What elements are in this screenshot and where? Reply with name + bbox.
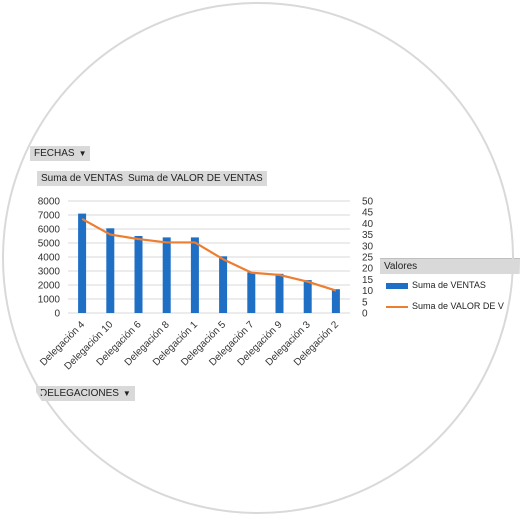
y-right-tick-label: 20: [362, 264, 374, 275]
bar: [134, 236, 143, 313]
legend-label: Suma de VENTAS: [412, 280, 486, 290]
y-right-tick-label: 45: [362, 208, 374, 219]
bar: [331, 289, 340, 313]
y-right-tick-label: 15: [362, 275, 374, 286]
y-right-tick-label: 35: [362, 230, 374, 241]
line-path: [81, 217, 337, 292]
gridlines: [68, 200, 350, 314]
line-swatch-icon: [386, 305, 408, 308]
left-axis-ticks: 0 1000 2000 3000 4000 5000 6000 7000 8000: [38, 197, 61, 320]
y-left-tick-label: 7000: [38, 211, 61, 222]
y-left-tick-label: 0: [54, 309, 60, 320]
value-field-button-ventas[interactable]: Suma de VENTAS: [37, 171, 128, 186]
y-left-tick-label: 1000: [38, 295, 61, 306]
value-field-button-valor[interactable]: Suma de VALOR DE VENTAS: [124, 171, 267, 186]
value-field-label: Suma de VENTAS: [41, 173, 124, 184]
bar: [190, 237, 199, 313]
delegaciones-filter-button[interactable]: DELEGACIONES ▼: [36, 386, 135, 401]
y-left-tick-label: 4000: [38, 253, 61, 264]
y-right-tick-label: 25: [362, 253, 374, 264]
y-right-tick-label: 5: [362, 297, 368, 308]
fechas-filter-button[interactable]: FECHAS ▼: [30, 146, 91, 161]
legend-item-ventas[interactable]: Suma de VENTAS: [386, 280, 486, 290]
y-left-tick-label: 6000: [38, 225, 61, 236]
line-series: [81, 217, 337, 292]
triangle-down-icon: ▼: [122, 389, 131, 398]
bar: [106, 228, 115, 313]
y-right-tick-label: 0: [362, 309, 368, 320]
legend: Valores Suma de VENTAS Suma de VALOR DE …: [380, 258, 520, 331]
bar: [247, 272, 256, 313]
triangle-down-icon: ▼: [78, 149, 87, 158]
bar: [275, 273, 284, 313]
fechas-filter-label: FECHAS: [34, 148, 75, 159]
legend-item-valor[interactable]: Suma de VALOR DE V: [386, 301, 504, 311]
y-right-tick-label: 40: [362, 219, 374, 230]
bar-series: [78, 213, 340, 313]
y-right-tick-label: 30: [362, 241, 374, 252]
y-right-tick-label: 50: [362, 197, 374, 208]
bar: [162, 237, 171, 313]
bar: [219, 256, 228, 313]
y-left-tick-label: 5000: [38, 239, 61, 250]
bar: [78, 213, 87, 313]
legend-label: Suma de VALOR DE V: [412, 301, 504, 311]
y-left-tick-label: 2000: [38, 281, 61, 292]
bar: [303, 280, 312, 313]
bar-swatch-icon: [386, 282, 408, 289]
y-left-tick-label: 8000: [38, 197, 61, 208]
value-field-label: Suma de VALOR DE VENTAS: [128, 173, 263, 184]
y-left-tick-label: 3000: [38, 267, 61, 278]
y-right-tick-label: 10: [362, 286, 374, 297]
delegaciones-filter-label: DELEGACIONES: [40, 388, 119, 399]
legend-title: Valores: [380, 259, 520, 274]
